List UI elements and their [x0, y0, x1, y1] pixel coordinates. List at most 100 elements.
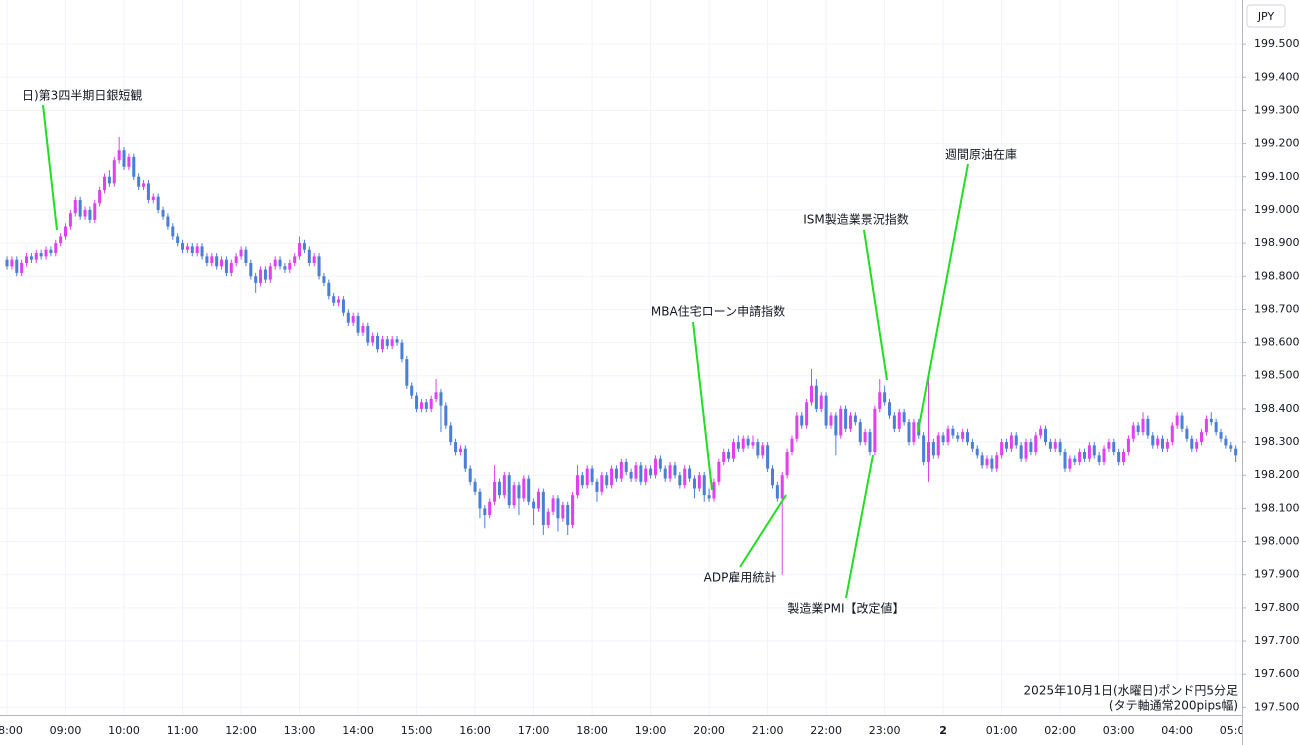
- candle-body: [171, 226, 175, 237]
- y-tick-label: 199.200: [1254, 137, 1300, 150]
- x-tick-label: 03:00: [1103, 724, 1135, 737]
- x-tick-label: 15:00: [401, 724, 433, 737]
- candle-body: [1229, 445, 1233, 449]
- annotation-line: [42, 104, 58, 231]
- candle-body: [112, 160, 116, 184]
- currency-label: JPY: [1257, 10, 1275, 23]
- candle-body: [649, 468, 653, 476]
- candle-body: [1044, 428, 1048, 443]
- candle-body: [483, 508, 487, 516]
- candle-body: [731, 442, 735, 459]
- annotation: MBA住宅ローン申請指数: [651, 304, 785, 319]
- candle-body: [98, 190, 102, 204]
- candle-body: [1209, 418, 1213, 423]
- candle-body: [1161, 438, 1165, 449]
- candle-body: [93, 203, 97, 220]
- candle-body: [653, 458, 657, 476]
- candle-body: [668, 465, 672, 479]
- candle-body: [639, 465, 643, 482]
- candle-body: [814, 385, 818, 409]
- candle-body: [536, 491, 540, 509]
- candle-body: [605, 475, 609, 486]
- candle-body: [809, 385, 813, 403]
- candle-body: [1029, 442, 1033, 453]
- candle-body: [936, 435, 940, 456]
- candle-body: [244, 249, 248, 263]
- candle-body: [400, 342, 404, 360]
- x-tick-label: 17:00: [518, 724, 550, 737]
- candle-body: [307, 249, 311, 263]
- candle-body: [1146, 418, 1150, 436]
- candle-body: [785, 452, 789, 476]
- y-tick-label: 199.100: [1254, 170, 1300, 183]
- candle-body: [985, 458, 989, 466]
- candle-body: [68, 213, 72, 227]
- candle-body: [1000, 442, 1004, 456]
- currency-box: [1246, 4, 1286, 28]
- candle-body: [64, 226, 68, 237]
- x-tick-label: 21:00: [752, 724, 784, 737]
- candle-body: [210, 256, 214, 263]
- candle-body: [395, 339, 399, 343]
- candle-body: [103, 176, 107, 191]
- x-tick-label: 14:00: [342, 724, 374, 737]
- candle-body: [902, 412, 906, 423]
- candle-body: [741, 438, 745, 449]
- candle-body: [863, 432, 867, 443]
- candle-body: [151, 196, 155, 200]
- candle-body: [454, 442, 458, 453]
- candle-body: [463, 448, 467, 469]
- candle-body: [912, 422, 916, 443]
- candle-body: [956, 435, 960, 439]
- candle-body: [517, 485, 521, 499]
- candle-body: [449, 425, 453, 443]
- candle-body: [897, 412, 901, 429]
- candle-body: [556, 498, 560, 519]
- annotation-line: [692, 321, 713, 491]
- x-tick-label: 13:00: [284, 724, 316, 737]
- candle-body: [1141, 418, 1145, 433]
- candle-body: [25, 256, 29, 263]
- candle-body: [1014, 435, 1018, 446]
- candle-body: [551, 498, 555, 512]
- candle-body: [234, 256, 238, 263]
- candle-body: [254, 276, 258, 283]
- candle-body: [176, 236, 180, 244]
- candle-body: [673, 465, 677, 476]
- caption-line: 2025年10月1日(水曜日)ポンド円5分足: [1024, 684, 1238, 698]
- candle-body: [1092, 445, 1096, 456]
- x-tick-label: 2: [939, 724, 947, 737]
- candle-body: [1058, 442, 1062, 453]
- candle-body: [644, 468, 648, 482]
- candle-body: [702, 475, 706, 496]
- candle-body: [1185, 428, 1189, 439]
- candle-body: [961, 432, 965, 439]
- candle-body: [819, 395, 823, 409]
- candle-body: [1048, 442, 1052, 449]
- candle-body: [346, 312, 350, 323]
- candle-body: [941, 435, 945, 443]
- candle-body: [775, 485, 779, 499]
- candle-body: [834, 415, 838, 436]
- candle-body: [926, 442, 931, 462]
- candle-body: [697, 475, 701, 489]
- candle-body: [946, 428, 950, 443]
- candle-body: [1053, 442, 1057, 449]
- y-tick-label: 199.300: [1254, 103, 1300, 116]
- candle-body: [858, 422, 862, 443]
- candle-body: [351, 316, 355, 323]
- candle-body: [1097, 455, 1101, 462]
- candle-body: [371, 335, 375, 343]
- candle-body: [156, 196, 160, 210]
- candle-body: [561, 505, 565, 519]
- candle-body: [54, 243, 58, 254]
- candle-body: [624, 461, 628, 472]
- candle-body: [117, 150, 121, 161]
- x-tick-label: 19:00: [635, 724, 667, 737]
- candle-body: [1034, 435, 1038, 453]
- candle-body: [805, 402, 809, 426]
- candle-body: [181, 243, 185, 250]
- candle-body: [800, 415, 804, 426]
- candle-body: [590, 468, 594, 482]
- candle-body: [575, 475, 579, 496]
